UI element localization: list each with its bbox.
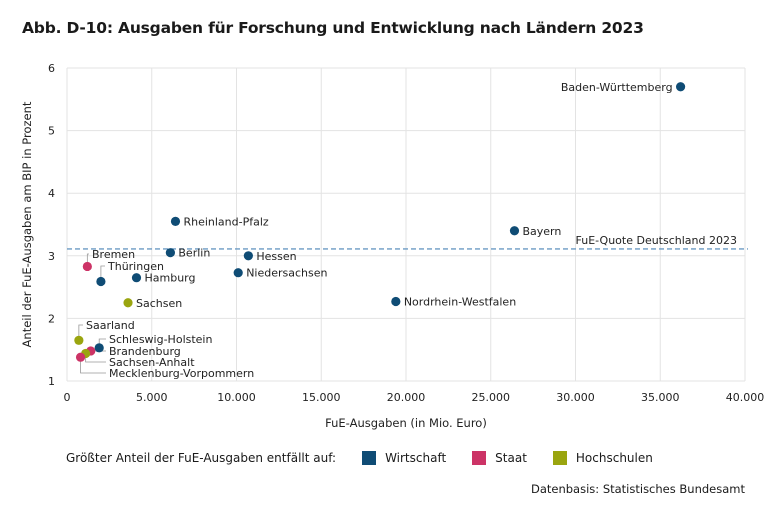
point-label-saarland: Saarland bbox=[86, 319, 135, 332]
legend-label-staat: Staat bbox=[495, 451, 527, 465]
y-tick-label: 1 bbox=[48, 375, 55, 388]
y-tick-label: 2 bbox=[48, 312, 55, 325]
legend-swatch-wirtschaft bbox=[362, 451, 377, 465]
point-schleswig-holstein bbox=[94, 343, 104, 353]
point-baden-wuerttemberg bbox=[675, 82, 686, 92]
x-tick-label: 20.000 bbox=[387, 391, 426, 404]
point-mecklenburg-vorpommern bbox=[75, 352, 86, 362]
point-label-hamburg: Hamburg bbox=[144, 272, 195, 285]
legend-label-wirtschaft: Wirtschaft bbox=[385, 451, 447, 465]
point-label-schleswig-holstein: Schleswig-Holstein bbox=[109, 333, 212, 346]
source-note: Datenbasis: Statistisches Bundesamt bbox=[530, 482, 745, 496]
y-axis-label: Anteil der FuE-Ausgaben am BIP in Prozen… bbox=[20, 101, 34, 347]
point-label-bremen: Bremen bbox=[92, 248, 135, 261]
leader-line-saarland bbox=[78, 324, 83, 341]
y-tick-label: 3 bbox=[48, 250, 55, 263]
leader-line-thueringen bbox=[100, 265, 105, 282]
point-nordrhein-westfalen bbox=[391, 296, 401, 307]
x-axis-label: FuE-Ausgaben (in Mio. Euro) bbox=[325, 416, 487, 430]
x-tick-label: 10.000 bbox=[217, 391, 256, 404]
point-label-mecklenburg-vorpommern: Mecklenburg-Vorpommern bbox=[109, 367, 254, 380]
point-hamburg bbox=[131, 273, 142, 283]
point-label-niedersachsen: Niedersachsen bbox=[246, 267, 327, 280]
legend-item-hochschulen: Hochschulen bbox=[552, 451, 653, 465]
x-tick-label: 40.000 bbox=[726, 391, 765, 404]
point-label-berlin: Berlin bbox=[178, 247, 210, 260]
leader-line-mecklenburg-vorpommern bbox=[80, 357, 106, 374]
legend: Größter Anteil der FuE-Ausgaben entfällt… bbox=[66, 449, 653, 467]
point-bayern bbox=[509, 226, 520, 236]
point-saarland bbox=[74, 335, 84, 345]
point-berlin bbox=[165, 248, 175, 258]
point-label-rheinland-pfalz: Rheinland-Pfalz bbox=[183, 215, 268, 228]
point-sachsen bbox=[123, 298, 133, 308]
point-label-hessen: Hessen bbox=[256, 250, 296, 263]
x-tick-label: 15.000 bbox=[302, 391, 341, 404]
x-tick-label: 0 bbox=[64, 391, 71, 404]
y-tick-label: 6 bbox=[48, 62, 55, 75]
chart-title: Abb. D-10: Ausgaben für Forschung und En… bbox=[22, 19, 644, 37]
legend-label-hochschulen: Hochschulen bbox=[575, 451, 653, 465]
point-niedersachsen bbox=[233, 268, 243, 278]
x-tick-label: 5.000 bbox=[136, 391, 168, 404]
x-tick-label: 35.000 bbox=[641, 391, 680, 404]
y-tick-label: 4 bbox=[48, 187, 55, 200]
point-label-sachsen: Sachsen bbox=[136, 297, 182, 310]
legend-swatch-staat bbox=[472, 451, 487, 465]
point-label-brandenburg: Brandenburg bbox=[109, 345, 181, 358]
legend-item-staat: Staat bbox=[472, 451, 527, 465]
point-label-baden-wuerttemberg: Baden-Württemberg bbox=[561, 81, 673, 94]
reference-line-label: FuE-Quote Deutschland 2023 bbox=[576, 234, 737, 247]
x-tick-label: 25.000 bbox=[472, 391, 511, 404]
point-bremen bbox=[82, 261, 92, 272]
y-tick-label: 5 bbox=[48, 125, 55, 138]
point-label-sachsen-anhalt: Sachsen-Anhalt bbox=[109, 356, 195, 369]
legend-swatch-hochschulen bbox=[552, 451, 567, 465]
legend-item-wirtschaft: Wirtschaft bbox=[362, 451, 446, 465]
point-label-thueringen: Thüringen bbox=[107, 260, 164, 273]
point-hessen bbox=[243, 251, 253, 261]
point-thueringen bbox=[96, 276, 106, 287]
point-label-bayern: Bayern bbox=[522, 225, 561, 238]
legend-prefix: Größter Anteil der FuE-Ausgaben entfällt… bbox=[66, 451, 337, 465]
x-tick-label: 30.000 bbox=[556, 391, 595, 404]
point-rheinland-pfalz bbox=[170, 216, 181, 226]
point-label-nordrhein-westfalen: Nordrhein-Westfalen bbox=[404, 295, 516, 308]
